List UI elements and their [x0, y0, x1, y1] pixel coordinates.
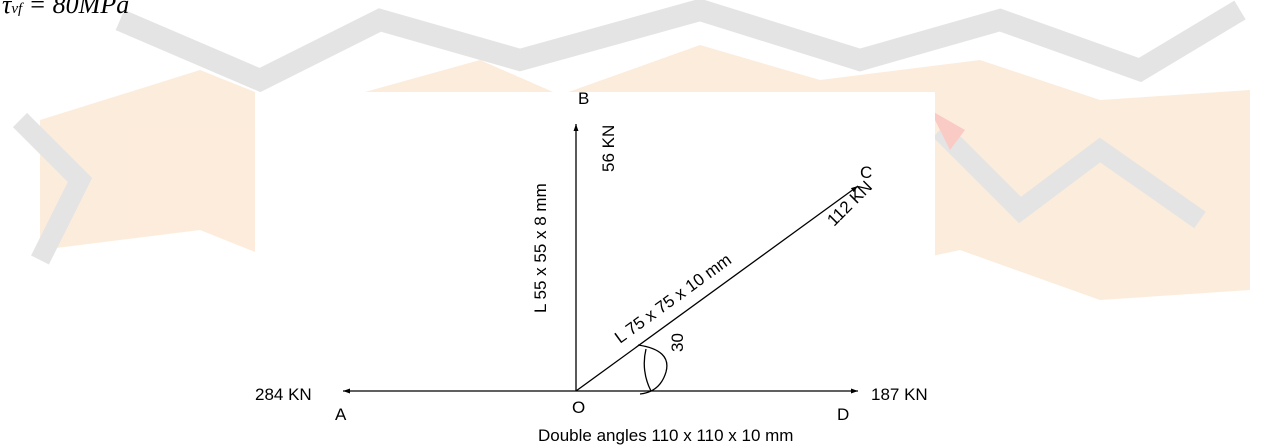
- angle-label: 30: [668, 333, 687, 352]
- watermark-grey-band-left: [12, 112, 93, 265]
- equation-value: = 80MPa: [28, 0, 130, 19]
- point-label-A: A: [335, 405, 347, 424]
- equation-symbol: τ: [2, 0, 12, 19]
- point-label-C: C: [860, 163, 872, 182]
- watermark-red-mark: [930, 110, 965, 150]
- member-label-OB: L 55 x 55 x 8 mm: [531, 183, 550, 313]
- equation-subscript: vf: [11, 1, 23, 17]
- member-OC: [575, 185, 859, 392]
- diagram-panel: [255, 92, 935, 445]
- watermark-grey-band-right: [932, 122, 1206, 229]
- angle-arc: [643, 348, 652, 392]
- point-label-D: D: [837, 405, 849, 424]
- equation-fragment: τvf = 80MPa: [2, 0, 129, 20]
- angle-arc-outline: [637, 344, 668, 395]
- point-label-O: O: [572, 398, 585, 417]
- member-label-AD: Double angles 110 x 110 x 10 mm: [538, 426, 793, 445]
- watermark-grey-band-top: [115, 0, 1246, 93]
- force-label-A: 284 KN: [255, 385, 312, 404]
- force-label-D: 187 KN: [871, 385, 928, 404]
- point-label-B: B: [578, 89, 589, 108]
- force-label-B: 56 KN: [599, 125, 618, 172]
